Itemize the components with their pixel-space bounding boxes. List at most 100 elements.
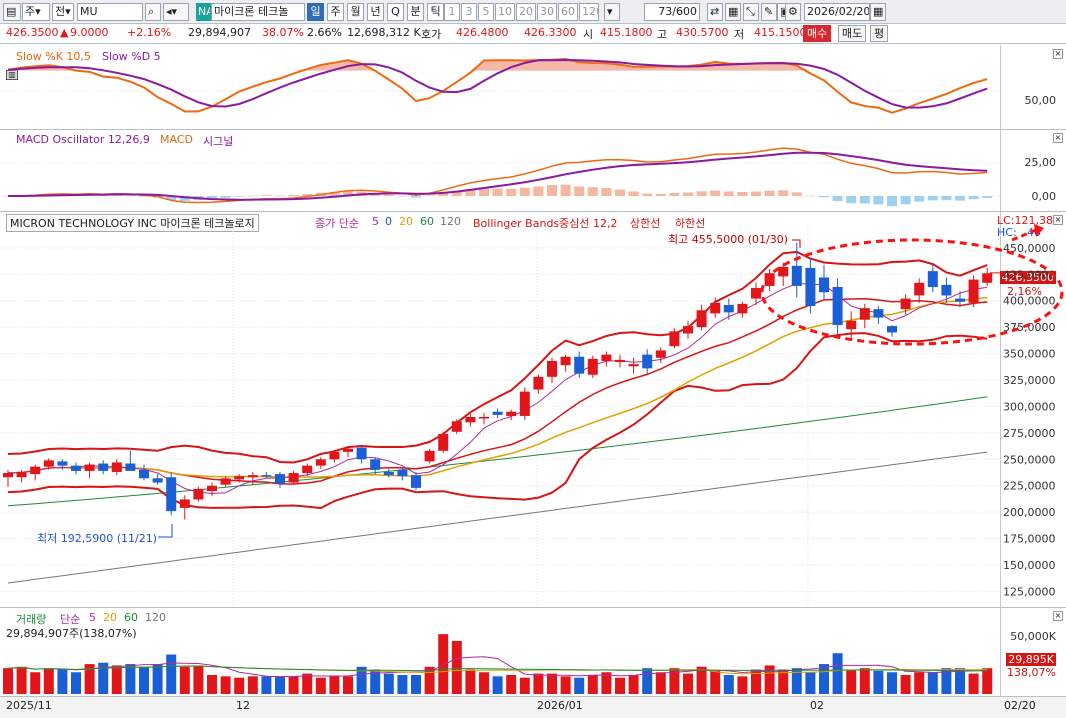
volume-bar [751,669,761,694]
candle-up [683,326,693,334]
macd-osc-bar [751,191,761,196]
vma120-label: 120 [145,611,166,624]
zoom-icon[interactable]: ⤡ [743,3,759,21]
tab-주[interactable]: 주 [327,3,344,21]
macd-osc-bar [166,196,177,201]
candle-up [764,273,775,286]
volume-bar [424,666,435,694]
vma5-label: 5 [89,611,96,624]
pane-close-icon[interactable]: × [1053,611,1063,621]
sell-button[interactable]: 매도 [838,25,867,42]
minute-3[interactable]: 3 [461,3,477,21]
volume-bar [819,664,829,694]
calendar-icon[interactable]: ▦ [870,3,886,21]
tab-틱[interactable]: 틱 [427,3,444,21]
volume-bar [805,672,816,694]
bb-lower-label: 하한선 [675,217,706,230]
draw-icon[interactable]: ✎ [761,3,777,21]
minute-5[interactable]: 5 [478,3,494,21]
bollinger-upper-line [7,250,988,464]
candle-up [207,485,217,491]
macd-osc-bar [778,190,789,196]
quote-bar: 426.3500 ▲ 9.0000 +2.16% 29,894,907 38.0… [0,24,1066,44]
price-tick-label: 175,0000 [1003,533,1056,546]
compare-icon[interactable]: ⇄ [707,3,723,21]
candle-up [914,282,925,296]
stochastic-pane: Slow %K 10,5 Slow %D 5 50,00 × ▥ [0,45,1066,130]
eval-button[interactable]: 평 [870,25,889,42]
macd-osc-bar [914,196,925,202]
high-note: 최고 455,5000 (01/30) [668,233,789,246]
volume-bar [152,664,163,694]
candle-down [370,459,381,470]
candle-down [411,475,421,488]
minute-10[interactable]: 10 [495,3,515,21]
minute-30[interactable]: 30 [537,3,557,21]
minute-1[interactable]: 1 [444,3,460,21]
minute-20[interactable]: 20 [516,3,536,21]
candle-down [356,447,367,460]
volume-bar [778,669,789,694]
period-select[interactable]: 주▾ [22,3,50,21]
macd-osc-bar [832,196,843,202]
history-icon[interactable]: ◂▾ [163,3,189,21]
volume-current-pct: 138,07% [1007,666,1056,679]
macd-osc-bar [710,190,721,196]
tab-년[interactable]: 년 [367,3,384,21]
candle-down [805,267,816,306]
volume-bar [941,668,952,694]
lc-label: LC:121,38 [997,214,1054,227]
macd-osc-bar [846,196,857,204]
count-field[interactable]: 73/600 [644,3,700,21]
candle-up [30,466,41,475]
volume-bar [30,672,41,694]
tab-Q[interactable]: Q [387,3,404,21]
macd-osc-bar [479,188,489,196]
volume-bar [560,676,571,694]
date-field[interactable]: 2026/02/20 [804,3,870,21]
minute-120[interactable]: 120 [579,3,599,21]
gear-icon[interactable]: ⚙ [785,3,801,21]
macd-osc-bar [519,187,530,196]
tab-분[interactable]: 분 [407,3,424,21]
macd-osc-bar [791,192,802,196]
pane-close-icon[interactable]: × [1053,215,1063,225]
macd-tick: 0,00 [1031,190,1057,203]
menu-icon[interactable]: ▤ [3,3,21,21]
volume-bar [846,669,857,694]
macd-osc-bar [683,192,693,196]
stoch-d-label: Slow %D 5 [102,50,161,63]
buy-button[interactable]: 매수 [803,25,832,42]
candle-up [438,433,449,451]
macd-osc-bar [438,193,449,196]
macd-osc-bar [139,196,149,197]
settings-small-icon[interactable]: ▾ [604,3,620,21]
search-icon[interactable]: ⌕ [145,3,161,21]
tab-월[interactable]: 월 [347,3,364,21]
na-badge: NA [196,3,211,21]
grid-icon[interactable]: ▦ [725,3,741,21]
volume-bar [587,674,598,694]
minute-60[interactable]: 60 [558,3,578,21]
pane-close-icon[interactable]: × [1053,49,1063,59]
price-tick-label: 225,0000 [1003,480,1056,493]
macd-osc-bar [859,196,870,204]
stochastic-chart [0,57,1000,114]
volume-chart [0,634,1000,694]
candle-up [778,266,789,277]
macd-osc-bar [343,191,353,196]
tab-일[interactable]: 일 [307,3,324,21]
macd-osc-bar [968,196,979,200]
pane-close-icon[interactable]: × [1053,133,1063,143]
symbol-input[interactable]: MU [77,3,143,21]
volume-bar [329,676,340,694]
candle-up [859,308,870,320]
macd-pane: MACD Oscillator 12,26,9 MACD 시그널 25,00 0… [0,130,1066,212]
macd-osc-bar [220,196,231,198]
macd-tick: 25,00 [1024,156,1057,169]
macd-osc-bar [655,193,666,196]
volume-bar [927,672,938,694]
prev-next-select[interactable]: 전▾ [52,3,74,21]
candle-down [819,277,829,293]
macd-osc-bar [288,194,299,196]
